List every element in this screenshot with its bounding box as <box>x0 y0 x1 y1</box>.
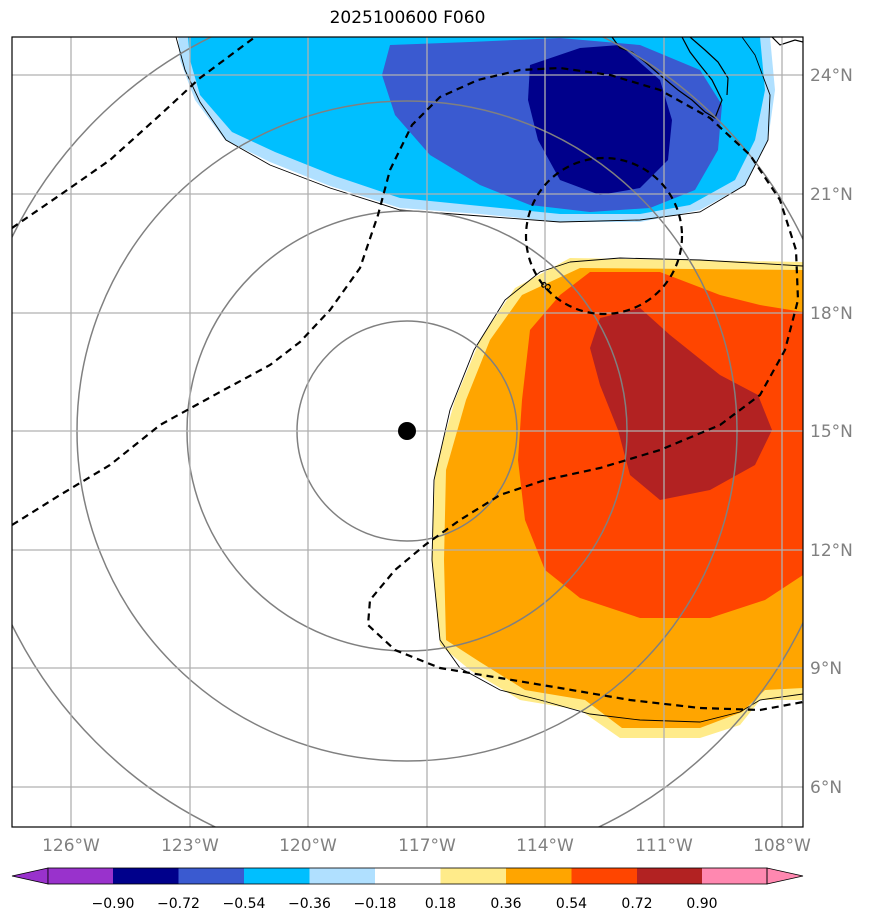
lat-label-24n: 24°N <box>810 66 853 86</box>
lon-label-120w: 120°W <box>279 836 337 856</box>
colorbar-label-3: −0.54 <box>223 896 266 912</box>
colorbar-label-8: 0.54 <box>556 896 587 912</box>
map-frame <box>11 36 804 828</box>
colorbar-bin-2 <box>113 868 179 884</box>
colorbar-bin-3 <box>178 868 244 884</box>
colorbar-label-7: 0.36 <box>490 896 521 912</box>
colorbar-label-4: −0.36 <box>288 896 331 912</box>
colorbar-over-triangle <box>766 867 804 885</box>
dashed-contour-small-loop <box>524 156 684 316</box>
lat-label-6n: 6°N <box>810 778 842 798</box>
dashed-contours <box>12 37 803 712</box>
lat-label-12n: 12°N <box>810 541 853 561</box>
lon-label-123w: 123°W <box>161 836 219 856</box>
colorbar-bin-8 <box>506 868 572 884</box>
dashed-contour-upper-left <box>12 37 256 229</box>
positive-anomaly-region <box>432 258 803 738</box>
colorbar-label-1: −0.90 <box>92 896 135 912</box>
colorbar-label-5: −0.18 <box>354 896 397 912</box>
colorbar-bin-4 <box>244 868 310 884</box>
lat-label-21n: 21°N <box>810 185 853 205</box>
colorbar-under-triangle <box>11 867 49 885</box>
colorbar-bin-10 <box>637 868 702 884</box>
colorbar-bin-7 <box>440 868 506 884</box>
negative-anomaly-region <box>178 37 775 222</box>
colorbar-label-10: 0.90 <box>686 896 717 912</box>
colorbar: −0.90 −0.72 −0.54 −0.36 −0.18 0.18 0.36 … <box>11 867 804 912</box>
latitude-labels: 6°N 9°N 12°N 15°N 18°N 21°N 24°N <box>810 66 853 798</box>
lon-label-126w: 126°W <box>42 836 100 856</box>
colorbar-bin-1 <box>48 868 113 884</box>
anomaly-fill-dark-red <box>590 308 772 500</box>
lon-label-114w: 114°W <box>516 836 574 856</box>
colorbar-bin-6 <box>375 868 441 884</box>
lat-label-15n: 15°N <box>810 422 853 442</box>
colorbar-bin-11 <box>702 868 767 884</box>
colorbar-label-2: −0.72 <box>157 896 200 912</box>
lon-label-108w: 108°W <box>753 836 811 856</box>
colorbar-label-9: 0.72 <box>621 896 652 912</box>
lon-label-111w: 111°W <box>635 836 693 856</box>
colorbar-bin-9 <box>571 868 637 884</box>
lon-label-117w: 117°W <box>398 836 456 856</box>
lat-label-9n: 9°N <box>810 659 842 679</box>
contour-negative-boundary <box>175 37 771 223</box>
map-title: 2025100600 F060 <box>329 8 486 28</box>
storm-center-marker <box>398 422 416 440</box>
map-area: 8 <box>12 37 803 827</box>
dashed-contour-large-loop <box>12 66 803 712</box>
longitude-labels: 126°W 123°W 120°W 117°W 114°W 111°W 108°… <box>42 836 811 856</box>
colorbar-bin-5 <box>309 868 375 884</box>
lat-label-18n: 18°N <box>810 304 853 324</box>
gridlines <box>12 37 803 827</box>
colorbar-label-6: 0.18 <box>425 896 456 912</box>
colorbar-frame <box>47 867 768 885</box>
